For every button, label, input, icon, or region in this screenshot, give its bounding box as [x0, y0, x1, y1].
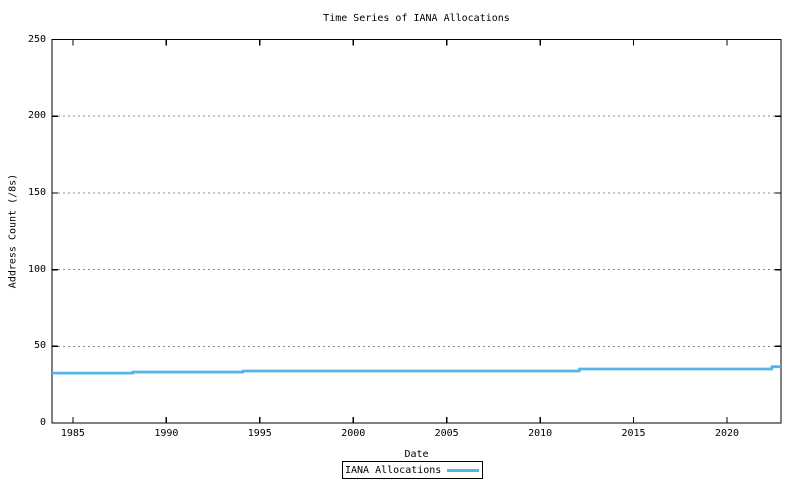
x-tick-label: 1990	[154, 428, 179, 439]
y-tick-label: 150	[27, 186, 46, 198]
x-tick-label: 2015	[621, 428, 646, 439]
legend-box: IANA Allocations	[342, 461, 483, 479]
chart-title: Time Series of IANA Allocations	[323, 13, 510, 24]
x-tick-label: 2010	[528, 428, 553, 439]
series-line	[52, 365, 781, 375]
y-tick-label: 200	[27, 110, 46, 122]
y-tick-label: 0	[39, 417, 46, 428]
y-tick-label: 100	[27, 263, 46, 275]
x-tick-label: 2005	[434, 428, 459, 439]
x-tick-label: 1985	[60, 428, 85, 439]
y-tick-label: 250	[27, 33, 46, 45]
legend-entry-label: IANA Allocations	[345, 464, 442, 476]
legend-line-sample	[447, 468, 479, 472]
x-axis-label: Date	[404, 449, 429, 460]
x-tick-label: 2020	[714, 428, 740, 439]
x-tick-label: 2000	[341, 428, 366, 439]
y-tick-label: 50	[33, 340, 46, 352]
plot-border	[51, 38, 782, 424]
x-tick-label: 1995	[247, 428, 272, 439]
